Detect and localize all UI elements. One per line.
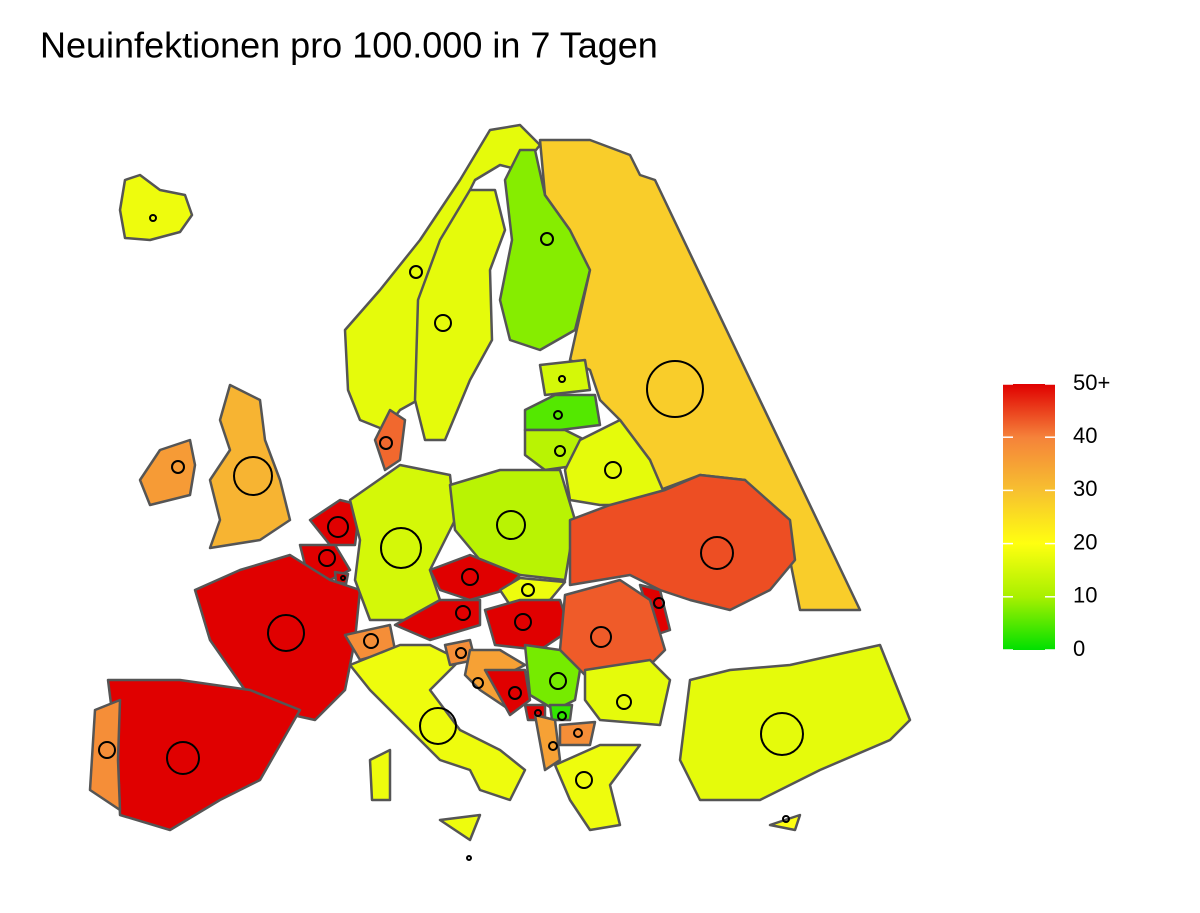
- colorbar-label: 10: [1073, 583, 1097, 608]
- marker-circle: [514, 613, 532, 631]
- marker-circle: [409, 265, 423, 279]
- region: [208, 383, 292, 550]
- region: [523, 393, 602, 432]
- marker-circle: [782, 815, 790, 823]
- marker-circle: [554, 445, 566, 457]
- marker-circle: [573, 728, 583, 738]
- marker-circle: [558, 375, 566, 383]
- region: [368, 748, 392, 802]
- colorbar-label: 20: [1073, 529, 1097, 554]
- colorbar-label: 0: [1073, 636, 1085, 661]
- region: [568, 473, 797, 612]
- marker-circle: [434, 314, 452, 332]
- marker-circle: [557, 711, 567, 721]
- marker-circle: [455, 605, 471, 621]
- marker-circle: [363, 633, 379, 649]
- marker-circle: [590, 626, 612, 648]
- region: [106, 678, 302, 832]
- region: [393, 598, 482, 642]
- marker-circle: [461, 568, 479, 586]
- marker-circle: [653, 597, 665, 609]
- marker-circle: [540, 232, 554, 246]
- marker-circle: [466, 855, 472, 861]
- marker-circle: [575, 771, 593, 789]
- marker-circle: [760, 712, 804, 756]
- marker-circle: [98, 741, 116, 759]
- region: [348, 463, 457, 622]
- marker-circle: [616, 694, 632, 710]
- region: [373, 408, 407, 472]
- marker-circle: [327, 516, 349, 538]
- marker-circle: [149, 214, 157, 222]
- map-title: Neuinfektionen pro 100.000 in 7 Tagen: [40, 25, 658, 66]
- marker-circle: [166, 741, 200, 775]
- marker-circle: [496, 510, 526, 540]
- regions: [88, 123, 912, 842]
- region: [88, 698, 122, 812]
- marker-circle: [553, 410, 563, 420]
- marker-circle: [380, 527, 422, 569]
- colorbar-label: 50+: [1073, 370, 1110, 395]
- marker-circle: [171, 460, 185, 474]
- region: [138, 438, 197, 507]
- marker-circle: [508, 686, 522, 700]
- region: [118, 173, 194, 242]
- marker-circle: [521, 583, 535, 597]
- colorbar-label: 30: [1073, 476, 1097, 501]
- colorbar-label: 40: [1073, 423, 1097, 448]
- region: [533, 713, 562, 772]
- marker-circle: [379, 436, 393, 450]
- marker-circle: [419, 707, 457, 745]
- region: [438, 813, 482, 842]
- marker-circle: [548, 741, 558, 751]
- marker-circle: [233, 456, 273, 496]
- marker-circle: [549, 672, 567, 690]
- marker-circle: [455, 647, 467, 659]
- marker-circle: [318, 549, 336, 567]
- region: [583, 658, 672, 727]
- marker-circle: [646, 360, 704, 418]
- color-legend: 0 10 20 30 40 50+: [1003, 370, 1110, 661]
- colorbar: [1003, 384, 1055, 650]
- region: [483, 668, 532, 717]
- region: [523, 643, 582, 712]
- region: [558, 720, 597, 747]
- region: [413, 188, 507, 442]
- marker-circle: [604, 461, 622, 479]
- region: [553, 743, 642, 832]
- circles: [98, 214, 804, 861]
- region: [678, 643, 912, 802]
- region: [348, 643, 527, 802]
- marker-circle: [534, 709, 542, 717]
- marker-circle: [267, 614, 305, 652]
- marker-circle: [700, 536, 734, 570]
- region: [483, 598, 572, 652]
- region: [448, 468, 577, 582]
- marker-circle: [340, 575, 346, 581]
- marker-circle: [472, 677, 484, 689]
